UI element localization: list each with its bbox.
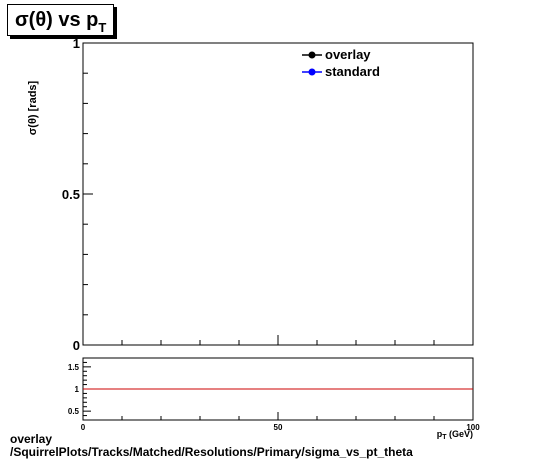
footer-line-1: overlay [10, 432, 53, 446]
main-x-axis [82, 335, 474, 345]
footer-line-2: /SquirrelPlots/Tracks/Matched/Resolution… [10, 445, 413, 459]
main-y-tick-label: 1 [73, 36, 80, 51]
ratio-y-axis: 0.5 1 1.5 [68, 361, 91, 416]
plot-title-main: σ(θ) vs p [15, 9, 99, 31]
main-y-axis-label: σ(θ) [rads] [27, 80, 39, 135]
ratio-x-tick-label: 100 [466, 423, 480, 432]
footer-caption: overlay /SquirrelPlots/Tracks/Matched/Re… [10, 433, 413, 459]
x-axis-label: pT (GeV) [437, 429, 473, 441]
main-y-tick-label: 0 [73, 338, 80, 353]
plot-title: σ(θ) vs pT [7, 4, 115, 36]
ratio-y-tick-label: 0.5 [68, 407, 80, 416]
legend-marker-standard [308, 68, 316, 76]
plot-title-subscript: T [98, 20, 107, 35]
legend-label-standard: standard [325, 64, 380, 79]
main-plot-frame [82, 42, 474, 346]
legend-marker-overlay [308, 51, 316, 59]
legend-entry-standard: standard [302, 64, 380, 79]
main-y-axis: 00.51 [62, 36, 93, 353]
legend: overlay standard [302, 47, 380, 79]
legend-entry-overlay: overlay [302, 47, 371, 62]
ratio-y-tick-label: 1 [75, 385, 80, 394]
legend-label-overlay: overlay [325, 47, 371, 62]
ratio-x-axis: 0 50 100 [81, 412, 480, 432]
ratio-y-tick-label: 1.5 [68, 363, 80, 372]
ratio-x-tick-label: 0 [81, 423, 86, 432]
ratio-x-tick-label: 50 [274, 423, 283, 432]
main-y-tick-label: 0.5 [62, 187, 80, 202]
